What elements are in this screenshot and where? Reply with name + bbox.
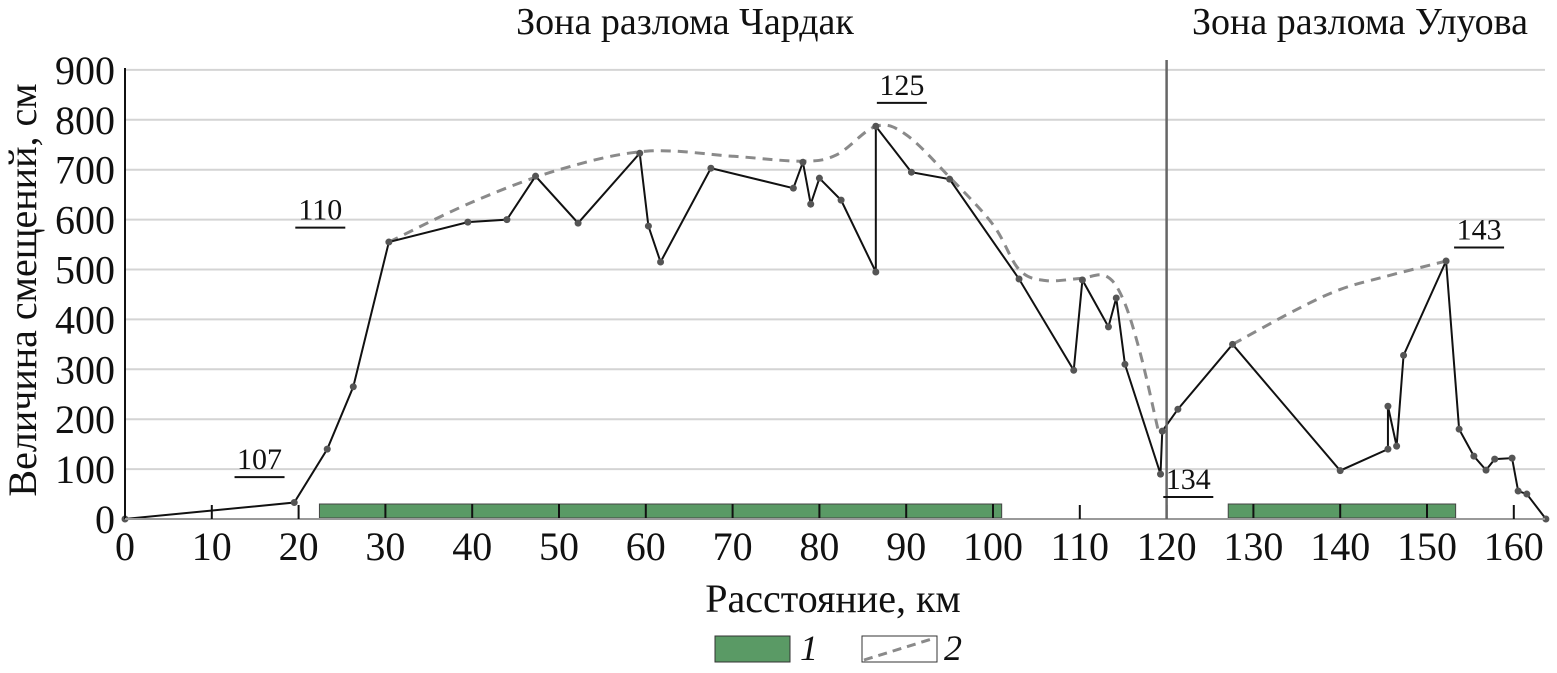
x-tick-label: 50 [539, 524, 579, 569]
data-point [290, 499, 298, 507]
legend-label-2: 2 [944, 628, 962, 668]
y-tick-label: 500 [55, 248, 115, 293]
y-tick-label: 200 [55, 397, 115, 442]
data-point [872, 122, 880, 130]
data-point [1542, 515, 1550, 523]
legend-swatch-segment [714, 635, 791, 663]
axes [124, 60, 1545, 520]
data-point [946, 175, 954, 183]
data-point [837, 196, 845, 204]
x-tick-label: 160 [1484, 524, 1544, 569]
x-tick-label: 120 [1137, 524, 1197, 569]
data-point [503, 216, 511, 224]
data-point [323, 445, 331, 453]
y-tick-label: 800 [55, 98, 115, 143]
envelope-series [388, 123, 1447, 430]
zone-title-chardak: Зона разлома Чардак [516, 1, 854, 43]
data-point [1078, 276, 1086, 284]
x-tick-label: 0 [115, 524, 135, 569]
y-tick-label: 300 [55, 347, 115, 392]
data-point [1384, 402, 1392, 410]
data-point [789, 184, 797, 192]
y-tick-label: 600 [55, 198, 115, 243]
zone-title-uluova: Зона разлома Улуова [1192, 1, 1528, 43]
y-tick-label: 700 [55, 148, 115, 193]
envelope-line [388, 123, 1160, 430]
data-point [1442, 257, 1450, 265]
data-point [1104, 323, 1112, 331]
data-point [1482, 466, 1490, 474]
envelope-line [1231, 259, 1447, 346]
legend: 1 2 [714, 628, 962, 668]
data-point [1455, 425, 1463, 433]
data-point [1508, 454, 1516, 462]
x-tick-label: 60 [626, 524, 666, 569]
x-tick-label: 20 [279, 524, 319, 569]
data-point [1393, 442, 1401, 450]
data-point [385, 238, 393, 246]
y-tick-label: 400 [55, 297, 115, 342]
x-tick-label: 40 [452, 524, 492, 569]
y-tick-label: 900 [55, 48, 115, 93]
data-point [1112, 294, 1120, 302]
annotation-label: 134 [1166, 463, 1211, 496]
x-tick-label: 140 [1310, 524, 1370, 569]
data-point [707, 164, 715, 172]
fault-segment-bar [1227, 503, 1457, 519]
data-point [1384, 445, 1392, 453]
annotation-label: 125 [879, 69, 924, 102]
data-point [657, 258, 665, 266]
gridlines [125, 68, 1545, 471]
data-point [1491, 455, 1499, 463]
measured-series [121, 122, 1550, 523]
data-point [1336, 467, 1344, 475]
legend-label-1: 1 [800, 628, 818, 668]
data-point [1158, 427, 1166, 435]
data-point [1015, 275, 1023, 283]
data-point [1229, 340, 1237, 348]
data-point [1523, 490, 1531, 498]
data-point [636, 149, 644, 157]
x-axis-label: Расстояние, км [705, 576, 960, 621]
data-point [1157, 470, 1165, 478]
fault-segments [318, 503, 1457, 519]
data-point [1514, 487, 1522, 495]
x-tick-label: 10 [192, 524, 232, 569]
data-point [807, 200, 815, 208]
x-tick-label: 150 [1397, 524, 1457, 569]
annotation-label: 110 [298, 194, 342, 227]
data-point [872, 268, 880, 276]
annotation-label: 107 [237, 443, 282, 476]
x-tick-label: 70 [713, 524, 753, 569]
data-point [532, 172, 540, 180]
x-tick-label: 90 [886, 524, 926, 569]
data-point [574, 219, 582, 227]
data-point [1070, 366, 1078, 374]
y-tick-label: 0 [95, 497, 115, 542]
data-point [644, 222, 652, 230]
x-tick-label: 130 [1223, 524, 1283, 569]
x-tick-label: 80 [799, 524, 839, 569]
x-tick-label: 30 [365, 524, 405, 569]
legend-envelope-dash [863, 636, 936, 662]
y-tick-label: 100 [55, 447, 115, 492]
data-point [464, 218, 472, 226]
x-tick-label: 100 [963, 524, 1023, 569]
data-point [1400, 351, 1408, 359]
data-point [1121, 360, 1129, 368]
data-point [815, 174, 823, 182]
data-point [799, 158, 807, 166]
data-point [1174, 405, 1182, 413]
data-point [1470, 452, 1478, 460]
y-axis-label: Величина смещений, см [0, 83, 45, 496]
x-tick-label: 110 [1051, 524, 1110, 569]
fault-segment-bar [318, 503, 1003, 519]
measured-line [124, 123, 1547, 520]
data-point [907, 168, 915, 176]
annotations: 107 110 125 134 143 [234, 69, 1505, 499]
data-point [349, 383, 357, 391]
annotation-label: 143 [1457, 214, 1502, 247]
